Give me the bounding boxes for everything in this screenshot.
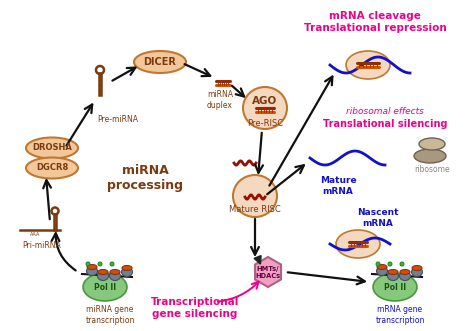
Text: mRNA cleavage: mRNA cleavage [329, 11, 421, 21]
Text: mRNA gene
transcription: mRNA gene transcription [375, 305, 425, 325]
Text: Pri-miRNA: Pri-miRNA [23, 242, 61, 251]
Ellipse shape [122, 265, 132, 270]
Text: Pol II: Pol II [384, 282, 406, 292]
Ellipse shape [86, 266, 98, 275]
Text: AGO: AGO [252, 96, 278, 106]
Ellipse shape [373, 273, 417, 301]
Ellipse shape [388, 271, 399, 280]
Ellipse shape [121, 267, 133, 276]
Text: DGCR8: DGCR8 [36, 164, 68, 172]
Text: miRNA
duplex: miRNA duplex [207, 90, 233, 110]
Ellipse shape [26, 137, 78, 159]
Text: Transcriptional
gene silencing: Transcriptional gene silencing [151, 297, 239, 319]
Ellipse shape [98, 269, 108, 274]
Ellipse shape [400, 271, 410, 280]
Text: Nascent
mRNA: Nascent mRNA [357, 208, 399, 228]
Ellipse shape [376, 266, 388, 275]
Ellipse shape [26, 158, 78, 178]
Ellipse shape [400, 269, 410, 274]
Ellipse shape [110, 262, 114, 266]
Ellipse shape [336, 230, 380, 258]
Text: HMTs/
HDACs: HMTs/ HDACs [255, 265, 281, 278]
Text: DICER: DICER [144, 57, 176, 67]
Text: Mature RISC: Mature RISC [229, 206, 281, 214]
Ellipse shape [134, 51, 186, 73]
Ellipse shape [400, 262, 404, 266]
FancyArrowPatch shape [218, 282, 259, 302]
Text: Translational silencing: Translational silencing [323, 119, 447, 129]
Text: Translational repression: Translational repression [304, 23, 447, 33]
Text: miRNA gene
transcription: miRNA gene transcription [85, 305, 135, 325]
Text: Pol II: Pol II [94, 282, 116, 292]
Text: Pre-miRNA: Pre-miRNA [98, 116, 138, 124]
Ellipse shape [377, 264, 387, 269]
Ellipse shape [243, 87, 287, 129]
Ellipse shape [109, 271, 120, 280]
Text: ribosome: ribosome [414, 166, 450, 174]
Ellipse shape [98, 271, 109, 280]
Ellipse shape [87, 264, 97, 269]
Text: DROSHA: DROSHA [32, 144, 72, 153]
Ellipse shape [233, 175, 277, 217]
Text: miRNA
processing: miRNA processing [107, 164, 183, 192]
Text: AAA: AAA [30, 232, 40, 237]
Ellipse shape [86, 262, 90, 266]
Ellipse shape [83, 273, 127, 301]
Ellipse shape [376, 262, 380, 266]
Text: Mature
mRNA: Mature mRNA [319, 176, 356, 196]
Text: ribosomal effects: ribosomal effects [346, 108, 424, 117]
Ellipse shape [419, 138, 445, 150]
Polygon shape [255, 257, 281, 287]
FancyArrowPatch shape [52, 233, 76, 270]
Ellipse shape [388, 269, 398, 274]
Ellipse shape [412, 265, 422, 270]
Ellipse shape [346, 51, 390, 79]
Ellipse shape [98, 262, 102, 266]
Ellipse shape [110, 269, 120, 274]
Ellipse shape [411, 267, 422, 276]
Ellipse shape [414, 149, 446, 163]
Ellipse shape [388, 262, 392, 266]
Text: Pre-RISC: Pre-RISC [247, 118, 283, 127]
